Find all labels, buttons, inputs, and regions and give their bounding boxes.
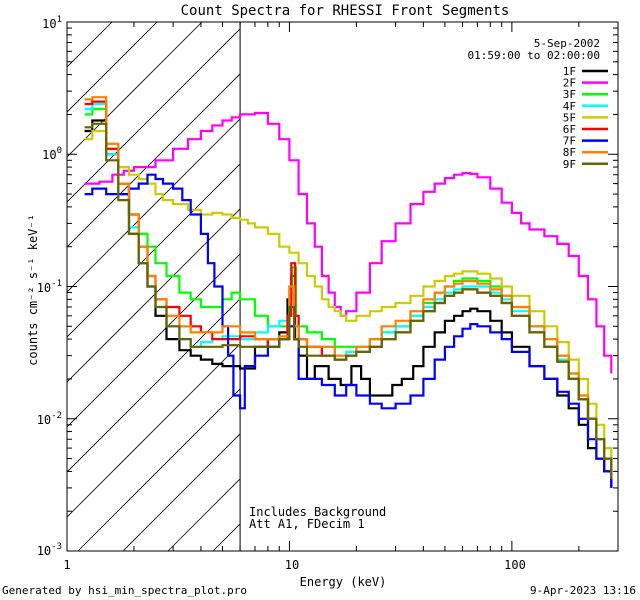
- legend-label-3f: 3F: [563, 88, 576, 101]
- hatch-line: [67, 163, 241, 338]
- y-tick-label-10-exp-neg1: 10-1: [37, 279, 62, 295]
- hatch-line: [67, 208, 241, 383]
- chart-title: Count Spectra for RHESSI Front Segments: [181, 3, 510, 19]
- series-line-9f: [84, 122, 613, 479]
- hatch-line: [67, 343, 241, 518]
- series-line-7f: [84, 173, 613, 488]
- footer-generated-by: Generated by hsi_min_spectra_plot.pro: [2, 584, 247, 597]
- hatch-line: [67, 298, 241, 473]
- y-tick-label-10-exp-neg3: 10-3: [37, 542, 62, 558]
- legend-label-6f: 6F: [563, 123, 576, 136]
- x-tick-label-100: 100: [504, 558, 526, 572]
- footer-timestamp: 9-Apr-2023 13:16: [530, 584, 636, 597]
- time-range-annotation: 01:59:00 to 02:00:00: [468, 49, 600, 62]
- legend-label-4f: 4F: [563, 100, 576, 113]
- hatch-line: [122, 433, 241, 551]
- hatch-line: [67, 28, 241, 203]
- note-includes-background: Includes Background: [249, 505, 386, 519]
- x-tick-label-1: 1: [63, 558, 70, 572]
- hatch-line: [67, 73, 241, 248]
- x-axis-label: Energy (keV): [300, 575, 387, 589]
- legend-label-9f: 9F: [563, 158, 576, 171]
- x-tick-label-10: 10: [285, 558, 299, 572]
- hatch-line: [67, 22, 203, 158]
- hatch-line: [67, 253, 241, 428]
- y-tick-label-10-exp-1: 101: [42, 15, 62, 31]
- note-attenuator: Att A1, FDecim 1: [249, 517, 365, 531]
- series-line-2f: [84, 111, 613, 374]
- series-line-5f: [84, 129, 613, 465]
- legend-label-2f: 2F: [563, 77, 576, 90]
- legend-label-7f: 7F: [563, 135, 576, 148]
- axis-ticks: [66, 21, 619, 552]
- hatch-line: [67, 22, 158, 113]
- y-tick-label-10-exp-neg2: 10-2: [37, 411, 62, 427]
- date-annotation: 5-Sep-2002: [534, 37, 600, 50]
- legend-label-8f: 8F: [563, 146, 576, 159]
- y-tick-label-10-exp-0: 100: [42, 146, 62, 162]
- hatch-line: [77, 388, 241, 551]
- y-axis-label: counts cm⁻² s⁻¹ keV⁻¹: [26, 214, 40, 366]
- legend-label-5f: 5F: [563, 111, 576, 124]
- series-layer: [84, 96, 613, 488]
- legend-label-1f: 1F: [563, 65, 576, 78]
